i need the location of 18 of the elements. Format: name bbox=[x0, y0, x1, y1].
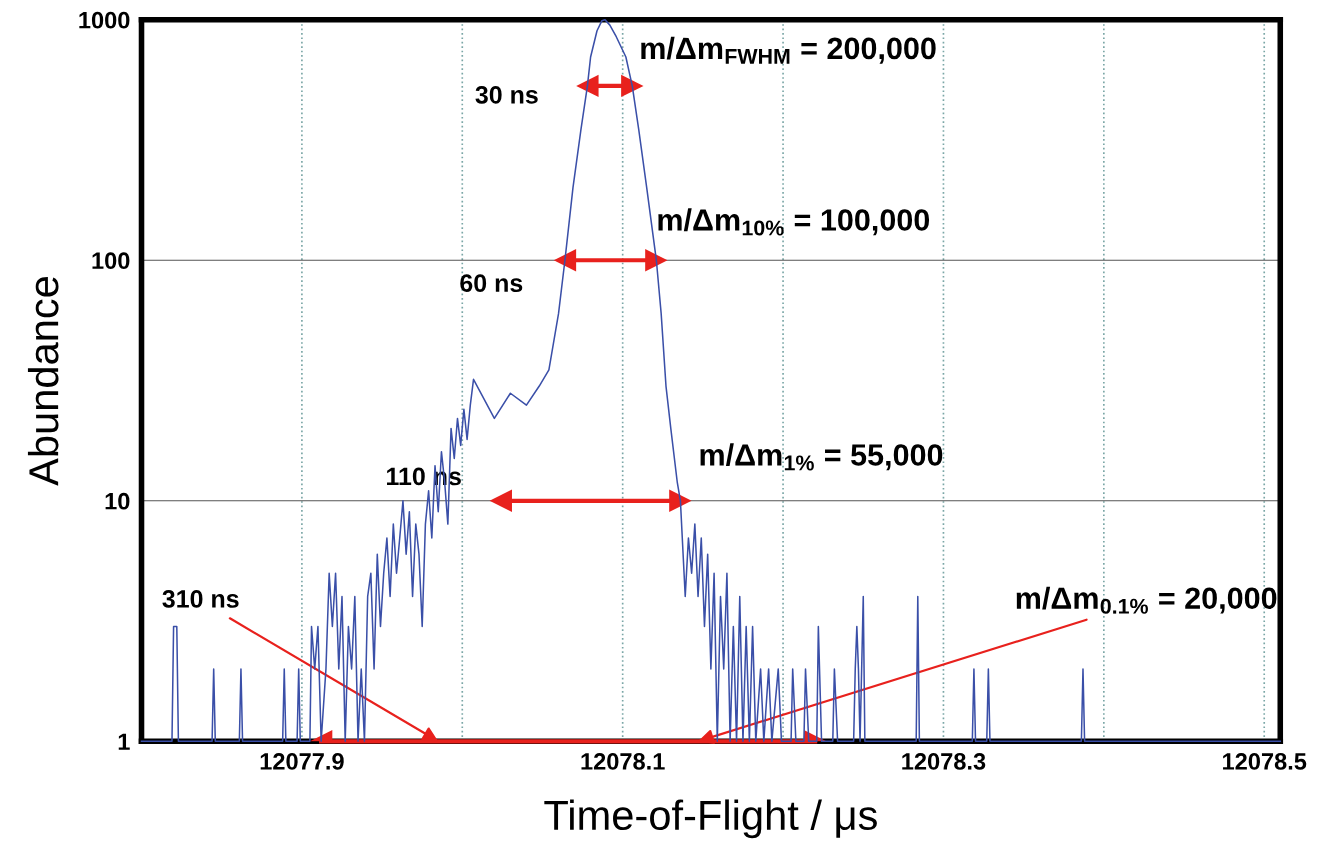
annotation: m/Δm$_{FWHM}$ = 200,000 bbox=[641, 36, 936, 64]
x-axis-title: Time-of-Flight / μs bbox=[544, 799, 877, 839]
y-tick-label: 1 bbox=[118, 733, 130, 750]
y-tick-label: 100 bbox=[92, 252, 130, 270]
x-tick-label: 12077.9 bbox=[260, 753, 344, 770]
annotation: m/Δm$_{0.1%}$ = 20,000 bbox=[1016, 586, 1277, 614]
annotation: 60 ns bbox=[460, 274, 523, 292]
x-tick-label: 12078.3 bbox=[902, 753, 986, 770]
line-series bbox=[140, 18, 1282, 743]
annotation: 310 ns bbox=[162, 590, 239, 608]
y-axis-title: Abundance bbox=[27, 276, 59, 486]
y-tick-label: 10 bbox=[105, 492, 130, 510]
annotation: m/Δm$_{10%}$ = 100,000 bbox=[658, 208, 930, 236]
annotation: 30 ns bbox=[475, 86, 538, 104]
y-tick-label: 1000 bbox=[79, 11, 130, 29]
x-tick-label: 12078.5 bbox=[1223, 753, 1307, 770]
x-tick-label: 12078.1 bbox=[581, 753, 665, 770]
annotation: m/Δm$_{1%}$ = 55,000 bbox=[700, 443, 943, 471]
